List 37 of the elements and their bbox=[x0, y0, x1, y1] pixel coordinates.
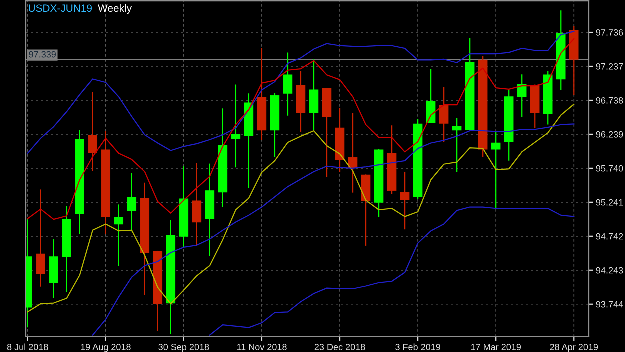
candlestick bbox=[348, 113, 358, 193]
x-tick-label: 8 Jul 2018 bbox=[7, 344, 48, 350]
candlestick bbox=[231, 84, 241, 168]
candlestick bbox=[192, 163, 202, 246]
chart-subtitle: Weekly bbox=[98, 4, 132, 14]
line-series bbox=[92, 124, 575, 336]
x-tick-label: 17 Mar 2019 bbox=[471, 344, 522, 350]
x-tick-label: 11 Nov 2018 bbox=[237, 344, 287, 350]
candlestick bbox=[400, 172, 410, 230]
candlestick bbox=[36, 190, 46, 287]
candlestick bbox=[309, 60, 319, 130]
candlestick bbox=[517, 74, 527, 118]
y-tick-label: 94.243 bbox=[596, 267, 624, 274]
candlestick bbox=[114, 204, 124, 266]
y-tick-label: 95.241 bbox=[596, 199, 624, 206]
y-tick-label: 93.744 bbox=[596, 301, 624, 308]
candlestick bbox=[439, 88, 449, 142]
y-tick-label: 96.239 bbox=[596, 131, 624, 138]
x-tick-label: 30 Sep 2018 bbox=[158, 344, 210, 352]
candlestick bbox=[88, 92, 98, 172]
line-series bbox=[209, 206, 575, 336]
x-tick-label: 3 Feb 2019 bbox=[396, 344, 440, 350]
candlestick bbox=[283, 52, 293, 116]
line-series bbox=[27, 104, 575, 313]
y-tick-label: 95.740 bbox=[596, 165, 624, 172]
y-tick-label: 97.237 bbox=[596, 63, 624, 70]
y-tick-label: 96.738 bbox=[596, 97, 624, 104]
y-tick-label: 97.736 bbox=[596, 29, 624, 36]
candlestick bbox=[491, 131, 501, 210]
chart-title: USDX-JUN19 bbox=[29, 4, 92, 12]
x-tick-label: 19 Aug 2018 bbox=[81, 344, 131, 352]
y-tick-label: 94.742 bbox=[596, 233, 624, 240]
x-tick-label: 23 Dec 2018 bbox=[314, 344, 366, 350]
x-tick-label: 28 Apr 2019 bbox=[550, 344, 598, 352]
candlestick bbox=[452, 118, 462, 172]
candlestick bbox=[127, 173, 137, 232]
ref-line-label: 97.339 bbox=[29, 51, 56, 58]
